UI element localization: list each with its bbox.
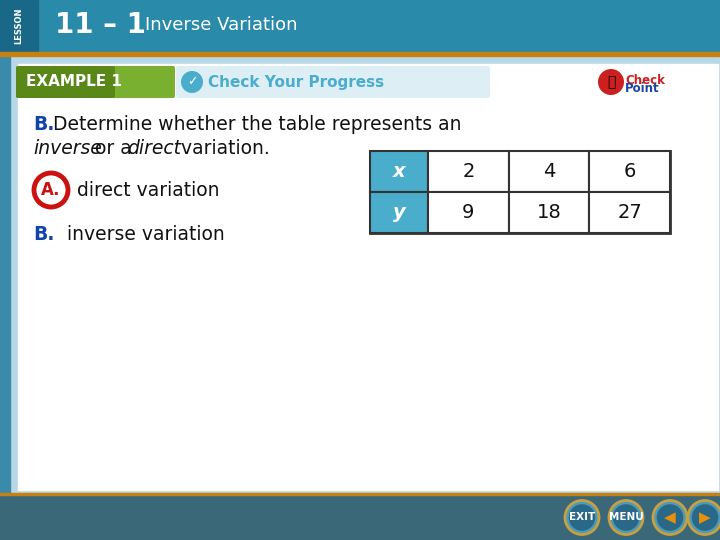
Text: B.: B. [33,114,55,133]
Text: 18: 18 [536,203,562,222]
Bar [0,495,720,540]
Bar [508,192,590,233]
Text: ✓: ✓ [186,76,197,89]
FancyBboxPatch shape [16,66,175,98]
Text: x: x [392,162,405,181]
Text: 2: 2 [462,162,474,181]
Bar [428,192,508,233]
FancyBboxPatch shape [176,66,490,98]
Bar [370,151,670,233]
Bar [370,151,428,192]
Text: Determine whether the table represents an: Determine whether the table represents a… [53,114,462,133]
Text: B.: B. [33,226,55,245]
Circle shape [688,501,720,535]
Text: ◀: ◀ [664,510,676,525]
Text: Check Your Progress: Check Your Progress [208,75,384,90]
Text: inverse variation: inverse variation [55,226,225,245]
FancyBboxPatch shape [16,66,115,98]
Circle shape [692,504,719,531]
Text: Check: Check [625,73,665,86]
Bar [590,192,670,233]
Text: 6: 6 [624,162,636,181]
Text: variation.: variation. [175,138,270,158]
Text: y: y [392,203,405,222]
Text: inverse: inverse [33,138,102,158]
Bar [428,151,508,192]
Text: EXAMPLE 1: EXAMPLE 1 [26,75,122,90]
Text: Inverse Variation: Inverse Variation [145,16,297,34]
Text: LESSON: LESSON [14,8,24,44]
Bar [590,151,670,192]
Text: 9: 9 [462,203,474,222]
Text: or a: or a [89,138,138,158]
Circle shape [565,501,599,535]
Text: 11 – 1: 11 – 1 [55,11,146,39]
Bar [0,56,720,540]
Bar [370,192,428,233]
Text: 27: 27 [617,203,642,222]
Text: 🏁: 🏁 [607,75,615,89]
Text: MENU: MENU [608,512,644,523]
Text: direct variation: direct variation [77,180,220,199]
Circle shape [653,501,687,535]
Circle shape [657,504,683,531]
Circle shape [609,501,643,535]
Bar [0,493,720,495]
Text: direct: direct [127,138,181,158]
Circle shape [613,504,639,531]
Bar [0,0,38,52]
Circle shape [181,71,203,93]
Bar [18,64,718,490]
Text: 4: 4 [543,162,555,181]
Circle shape [598,69,624,95]
Bar [0,0,720,52]
Bar [0,52,720,56]
Bar [508,151,590,192]
Text: Point: Point [625,83,660,96]
Bar [0,56,10,540]
Text: A.: A. [41,181,60,199]
Text: EXIT: EXIT [569,512,595,523]
Text: ▶: ▶ [699,510,711,525]
Circle shape [569,504,595,531]
